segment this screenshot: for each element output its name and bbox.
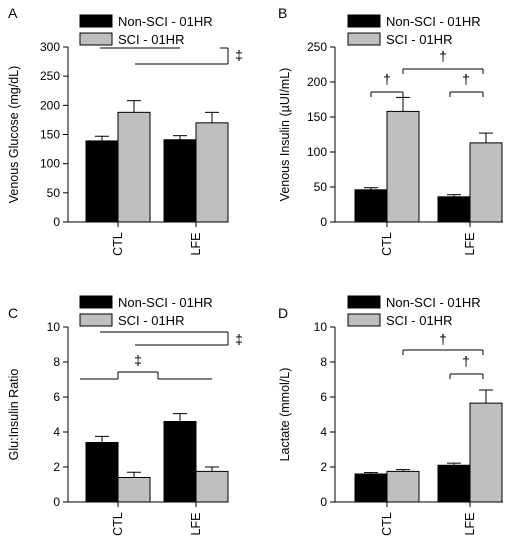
y-tick-label: 4 [320,425,327,439]
x-tick-label: CTL [111,232,125,256]
bar-sci-lfe [195,470,229,503]
panel-letter: A [8,5,18,21]
panel-c: C 0 2 4 6 8 10 Glu:Insulin Ratio CTL LFE Non-SCI -… [7,295,243,536]
y-tick-label: 50 [314,180,328,194]
legend-label-sci: SCI - 01HR [118,32,184,47]
y-tick-label: 6 [53,390,60,404]
legend-swatch-non-sci [347,295,381,309]
y-tick-label: 4 [53,425,60,439]
bar-non-sci-ctl [354,189,388,223]
bar-sci-ctl [386,110,420,223]
bar-non-sci-ctl [85,442,119,503]
bar-sci-ctl [386,470,420,503]
sig-symbol: ‡ [235,47,243,63]
legend-swatch-sci [79,32,113,46]
panel-letter: C [8,305,18,321]
bar-non-sci-lfe [437,464,471,503]
panel-letter: B [278,5,287,21]
legend-swatch-non-sci [347,14,381,28]
sig-symbol: † [383,71,391,87]
legend-swatch-non-sci [79,295,113,309]
legend-label-non-sci: Non-SCI - 01HR [386,14,481,29]
sig-symbol: † [439,331,447,347]
legend-label-non-sci: Non-SCI - 01HR [386,295,481,310]
y-tick-label: 250 [40,69,60,83]
y-axis-label: Lactate (mmol/L) [278,368,292,462]
bar-sci-lfe [195,122,229,223]
bar-non-sci-lfe [163,139,197,223]
x-tick-label: CTL [380,512,394,536]
bar-non-sci-lfe [163,421,197,503]
y-axis-label: Venous Glucose (mg/dL) [7,66,21,204]
x-tick-label: CTL [380,232,394,256]
x-tick-label: LFE [189,513,203,536]
y-axis-label: Glu:Insulin Ratio [7,369,21,461]
legend-swatch-sci [347,313,381,327]
x-tick-label: CTL [111,512,125,536]
y-tick-label: 10 [314,320,328,334]
legend-label-non-sci: Non-SCI - 01HR [118,295,213,310]
y-tick-label: 0 [53,215,60,229]
y-tick-label: 150 [40,128,60,142]
y-tick-label: 100 [307,145,327,159]
y-tick-label: 200 [307,75,327,89]
legend-label-sci: SCI - 01HR [386,32,452,47]
y-tick-label: 2 [320,460,327,474]
y-tick-label: 8 [53,355,60,369]
bar-non-sci-lfe [437,196,471,223]
y-tick-label: 100 [40,157,60,171]
y-tick-label: 150 [307,110,327,124]
legend-label-sci: SCI - 01HR [118,313,184,328]
y-tick-label: 200 [40,98,60,112]
y-tick-label: 250 [307,40,327,54]
panel-letter: D [278,305,288,321]
y-tick-label: 8 [320,355,327,369]
panel-d: D 0 2 4 6 8 10 Lactate (mmol/L) CTL LFE Non-SCI - … [278,295,503,536]
y-tick-label: 2 [53,460,60,474]
sig-symbol: † [462,71,470,87]
y-tick-label: 6 [320,390,327,404]
sig-symbol: † [462,353,470,369]
panel-a: A 0 50 100 150 200 250 300 Venous Glucose (mg/dL… [7,5,243,256]
y-tick-label: 0 [320,215,327,229]
legend-label-sci: SCI - 01HR [386,313,452,328]
legend-swatch-sci [347,32,381,46]
x-tick-label: LFE [189,233,203,256]
bar-non-sci-ctl [354,473,388,503]
bar-sci-ctl [117,111,151,223]
sig-symbol: ‡ [235,331,243,347]
bar-sci-lfe [469,142,503,223]
x-tick-label: LFE [463,233,477,256]
y-tick-label: 50 [47,186,61,200]
y-tick-label: 300 [40,40,60,54]
bar-sci-lfe [469,402,503,503]
bar-sci-ctl [117,477,151,503]
legend-swatch-sci [79,313,113,327]
y-tick-label: 0 [53,495,60,509]
sig-symbol: ‡ [134,352,142,368]
y-axis-label: Venous Insulin (µUI/mL) [278,68,292,202]
bar-non-sci-ctl [85,140,119,223]
sig-symbol: † [439,48,447,64]
legend-label-non-sci: Non-SCI - 01HR [118,14,213,29]
x-tick-label: LFE [463,513,477,536]
legend-swatch-non-sci [79,14,113,28]
panel-b: B 0 50 100 150 200 250 Venous Insulin (µUI/mL) C… [278,5,503,256]
y-tick-label: 0 [320,495,327,509]
y-tick-label: 10 [47,320,61,334]
